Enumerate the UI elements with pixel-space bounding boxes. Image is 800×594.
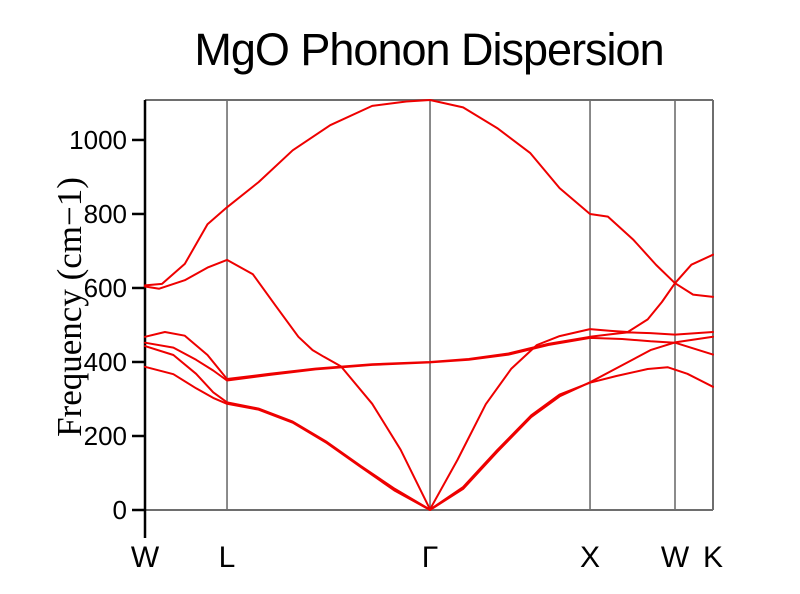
x-tick-label-X: X — [580, 541, 600, 574]
x-tick-label-W: W — [661, 541, 690, 574]
y-tick-label: 0 — [113, 495, 127, 525]
phonon-branch-TA2 — [144, 345, 714, 511]
x-tick-label-K: K — [703, 541, 723, 574]
phonon-branch-TA1 — [144, 335, 714, 511]
x-tick-label-W: W — [131, 541, 160, 574]
y-tick-label: 600 — [84, 273, 127, 303]
phonon-branch-LA — [144, 336, 714, 382]
x-tick-label-Γ: Γ — [422, 541, 439, 574]
y-tick-label: 200 — [84, 421, 127, 451]
y-tick-label: 1000 — [69, 125, 127, 155]
page-title: MgO Phonon Dispersion — [194, 24, 664, 75]
phonon-branch-LO — [144, 99, 714, 298]
y-tick-label: 800 — [84, 199, 127, 229]
y-tick-label: 400 — [84, 347, 127, 377]
phonon-branch-TO2 — [144, 253, 714, 511]
x-tick-label-L: L — [219, 541, 236, 574]
